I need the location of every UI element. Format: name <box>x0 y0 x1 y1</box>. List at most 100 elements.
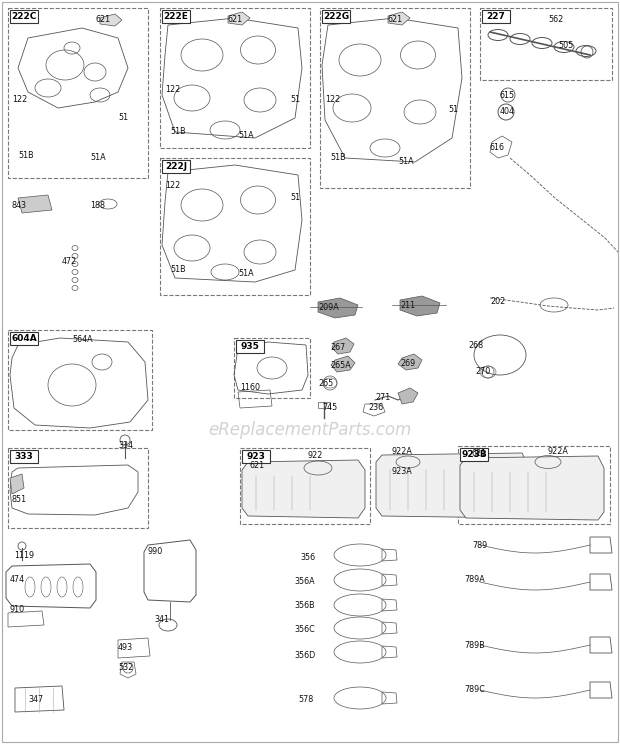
Text: 222E: 222E <box>164 12 188 21</box>
Bar <box>8 330 152 430</box>
Text: 923: 923 <box>247 452 265 461</box>
Bar <box>320 8 470 188</box>
Text: 1119: 1119 <box>14 551 34 560</box>
Text: 922A: 922A <box>392 447 413 457</box>
Text: 51: 51 <box>448 106 458 115</box>
Text: 789: 789 <box>472 540 487 550</box>
Polygon shape <box>10 474 24 494</box>
Polygon shape <box>398 388 418 404</box>
Polygon shape <box>100 14 122 26</box>
Text: 990: 990 <box>148 548 163 557</box>
Text: 202: 202 <box>490 298 505 307</box>
Text: 122: 122 <box>165 86 180 94</box>
Text: 578: 578 <box>298 696 313 705</box>
Bar <box>460 448 488 461</box>
Text: 923A: 923A <box>392 467 413 476</box>
Text: 236: 236 <box>368 403 383 412</box>
Text: 222J: 222J <box>165 162 187 171</box>
Text: 745: 745 <box>322 403 337 412</box>
Bar <box>322 10 350 23</box>
Text: 1160: 1160 <box>240 383 260 393</box>
Text: 51A: 51A <box>398 158 414 167</box>
Text: 341: 341 <box>154 615 169 624</box>
Text: 505: 505 <box>558 42 574 51</box>
Text: 51B: 51B <box>170 127 185 136</box>
Text: 51: 51 <box>290 193 300 202</box>
Text: 51: 51 <box>290 95 300 104</box>
Text: 209A: 209A <box>318 304 339 312</box>
Polygon shape <box>18 195 52 213</box>
Bar <box>240 448 370 524</box>
Text: 923B: 923B <box>461 450 487 459</box>
Bar <box>160 8 310 148</box>
Text: 267: 267 <box>330 344 345 353</box>
Text: 188: 188 <box>90 200 105 210</box>
Text: 347: 347 <box>28 696 43 705</box>
Text: 851: 851 <box>12 496 27 504</box>
Text: 472: 472 <box>62 257 78 266</box>
Text: 789B: 789B <box>464 641 485 650</box>
Text: 51A: 51A <box>238 132 254 141</box>
Text: 211: 211 <box>400 301 415 310</box>
Polygon shape <box>460 456 604 520</box>
Text: 789C: 789C <box>464 685 485 694</box>
Bar <box>8 448 148 528</box>
Text: 265: 265 <box>318 379 334 388</box>
Bar <box>236 340 264 353</box>
Bar <box>160 158 310 295</box>
Text: 789A: 789A <box>464 576 485 585</box>
Text: 922: 922 <box>308 451 324 460</box>
Text: 222G: 222G <box>323 12 349 21</box>
Bar <box>482 10 510 23</box>
Polygon shape <box>228 12 250 25</box>
Text: 356D: 356D <box>294 650 315 659</box>
Text: 474: 474 <box>10 576 25 585</box>
Text: 356B: 356B <box>294 601 314 611</box>
Polygon shape <box>376 453 528 518</box>
Text: 532: 532 <box>118 664 133 673</box>
Text: 493: 493 <box>118 644 133 652</box>
Text: 356A: 356A <box>294 577 314 586</box>
Text: 51A: 51A <box>90 153 105 162</box>
Text: 51B: 51B <box>170 266 185 275</box>
Text: 51B: 51B <box>18 150 33 159</box>
Text: 356: 356 <box>300 554 315 562</box>
Text: 334: 334 <box>118 440 133 449</box>
Text: 843: 843 <box>12 200 27 210</box>
Text: 616: 616 <box>490 144 505 153</box>
Polygon shape <box>318 298 358 318</box>
Polygon shape <box>242 460 365 518</box>
Bar <box>10 332 38 345</box>
Text: 564A: 564A <box>72 336 92 344</box>
Text: 51B: 51B <box>330 153 345 162</box>
Text: 51: 51 <box>118 114 128 123</box>
Text: 271: 271 <box>375 394 390 403</box>
Bar <box>242 450 270 463</box>
Text: 922A: 922A <box>548 447 569 457</box>
Text: 562: 562 <box>548 16 563 25</box>
Text: 227: 227 <box>487 12 505 21</box>
Polygon shape <box>400 296 440 316</box>
Bar <box>10 10 38 23</box>
Polygon shape <box>388 12 410 25</box>
Text: 265A: 265A <box>330 362 351 371</box>
Text: 356C: 356C <box>294 626 315 635</box>
Bar <box>8 8 148 178</box>
Polygon shape <box>398 354 422 370</box>
Text: 621: 621 <box>96 16 111 25</box>
Text: 604A: 604A <box>11 334 37 343</box>
Text: 51A: 51A <box>238 269 254 278</box>
Text: 621: 621 <box>250 461 265 470</box>
Text: 935: 935 <box>241 342 259 351</box>
Text: 269: 269 <box>400 359 415 368</box>
Text: 222C: 222C <box>11 12 37 21</box>
Text: 621: 621 <box>472 449 487 458</box>
Text: 333: 333 <box>15 452 33 461</box>
Bar <box>458 446 610 524</box>
Text: 910: 910 <box>10 606 25 615</box>
Text: eReplacementParts.com: eReplacementParts.com <box>208 421 412 439</box>
Text: 404: 404 <box>500 107 515 117</box>
Bar <box>162 160 190 173</box>
Text: 122: 122 <box>165 181 180 190</box>
Text: 621: 621 <box>228 16 243 25</box>
